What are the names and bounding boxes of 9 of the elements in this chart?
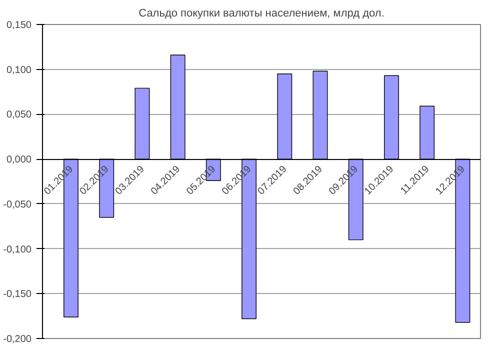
y-tick-label: 0,050 — [6, 110, 32, 121]
y-tick-label: -0,100 — [3, 244, 32, 256]
chart-title: Сальдо покупки валюты населением, млрд дол. — [138, 8, 384, 20]
y-tick-label: 0,150 — [6, 20, 32, 31]
y-tick-label: -0,200 — [3, 334, 32, 345]
y-tick-label: -0,050 — [3, 199, 32, 210]
y-tick-label: -0,150 — [3, 289, 32, 300]
y-tick-label: 0,000 — [6, 154, 32, 166]
y-tick-label: 0,100 — [6, 64, 32, 76]
